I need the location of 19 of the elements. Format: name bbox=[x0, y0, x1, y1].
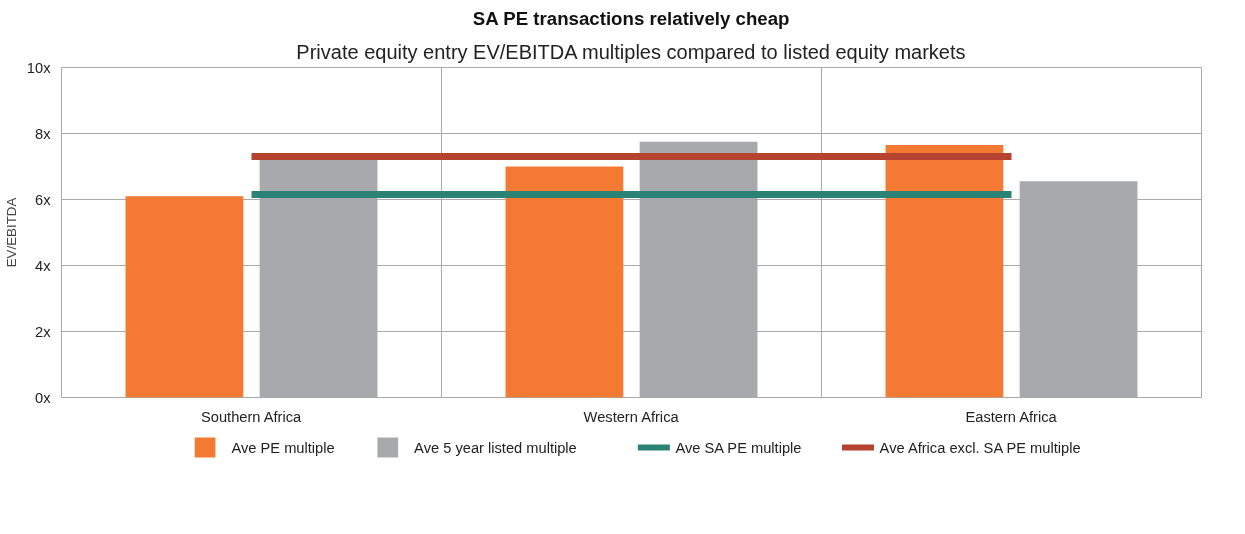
y-axis-title: EV/EBITDA bbox=[3, 197, 19, 268]
x-tick-label: Western Africa bbox=[583, 408, 680, 425]
legend-label: Ave 5 year listed multiple bbox=[414, 439, 577, 456]
y-tick-label: 4x bbox=[35, 257, 52, 274]
chart-title: SA PE transactions relatively cheap bbox=[472, 7, 790, 29]
bar bbox=[885, 145, 1004, 398]
legend-label: Ave SA PE multiple bbox=[675, 439, 802, 456]
x-tick-label: Southern Africa bbox=[200, 408, 303, 425]
chart-subtitle: Private equity entry EV/EBITDA multiples compared to listed equity markets bbox=[296, 40, 966, 63]
y-tick-label: 0x bbox=[35, 389, 52, 406]
bar bbox=[505, 166, 624, 398]
y-tick-label: 6x bbox=[35, 191, 52, 208]
legend-label: Ave Africa excl. SA PE multiple bbox=[879, 439, 1081, 456]
y-tick-label: 8x bbox=[35, 125, 52, 142]
y-tick-label: 2x bbox=[35, 323, 52, 340]
y-tick-label: 10x bbox=[26, 59, 52, 76]
x-tick-label: Eastern Africa bbox=[965, 408, 1058, 425]
legend-label: Ave PE multiple bbox=[231, 439, 335, 456]
bar bbox=[125, 196, 244, 398]
